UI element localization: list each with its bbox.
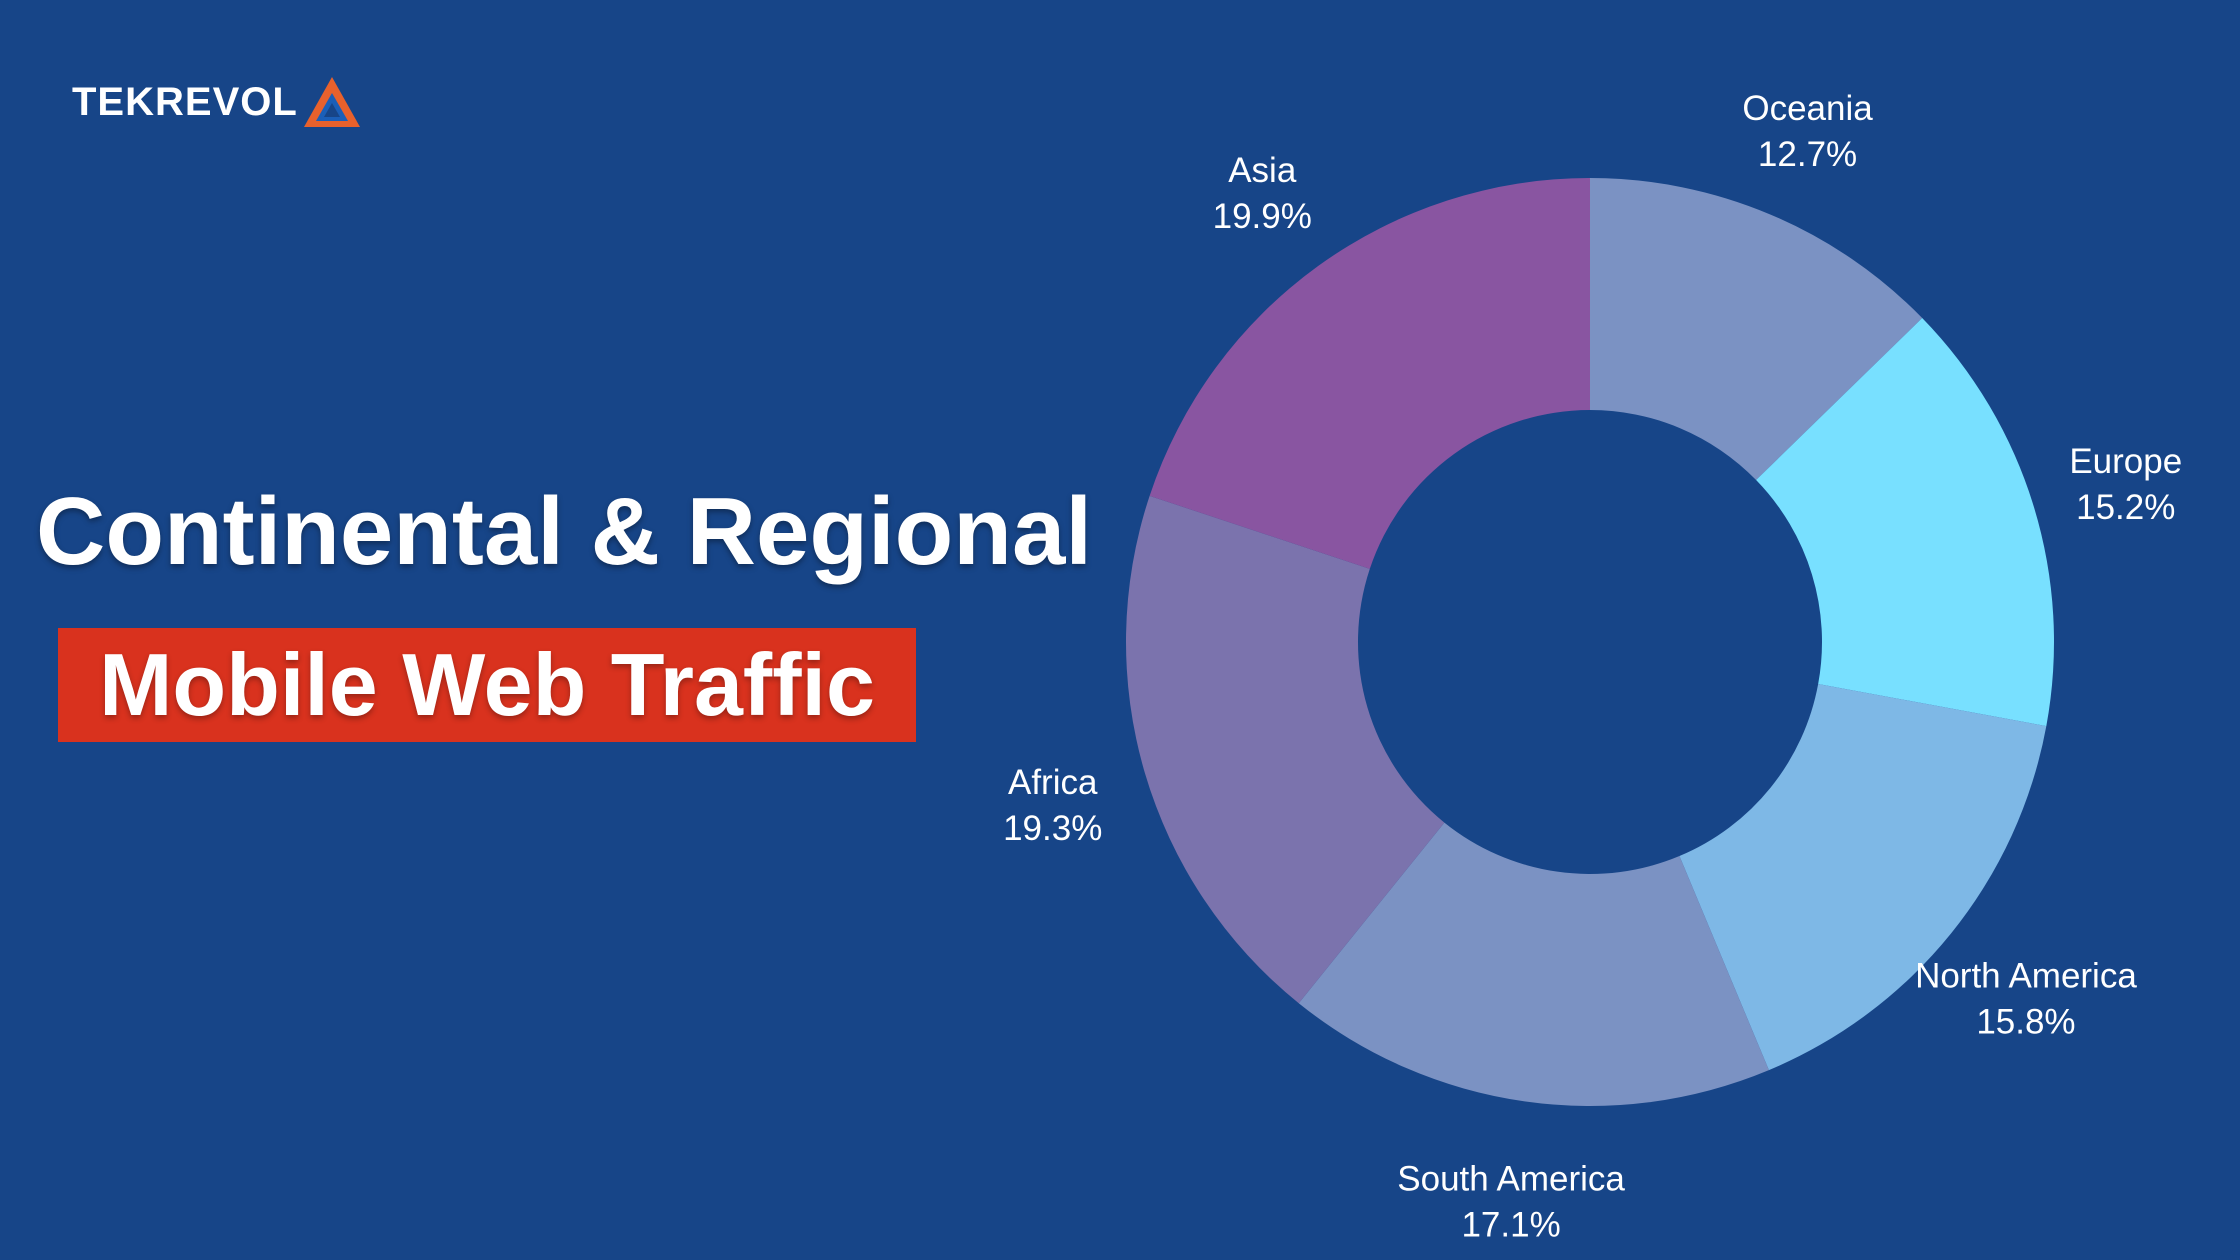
slice-asia xyxy=(1149,178,1590,569)
slice-label-name: North America xyxy=(1915,957,2137,996)
slice-oceania xyxy=(1590,178,1923,481)
slice-label-value: 15.2% xyxy=(2076,488,2175,527)
slice-label-value: 12.7% xyxy=(1758,135,1857,174)
slice-label-name: Asia xyxy=(1228,151,1297,190)
slice-label-name: South America xyxy=(1397,1159,1625,1198)
brand-logo: TEKREVOL xyxy=(72,70,362,134)
slice-europe xyxy=(1756,318,2054,727)
page-title: Continental & Regional xyxy=(36,478,1092,585)
slice-label-value: 17.1% xyxy=(1461,1205,1560,1244)
slice-north-america xyxy=(1679,684,2047,1071)
slice-label-value: 19.3% xyxy=(1003,809,1102,848)
slice-africa xyxy=(1126,495,1445,1004)
brand-name: TEKREVOL xyxy=(72,79,298,124)
slice-label-value: 15.8% xyxy=(1976,1003,2075,1042)
triangle-logo-icon xyxy=(303,77,360,127)
page-subtitle: Mobile Web Traffic xyxy=(99,635,875,734)
subtitle-highlight xyxy=(58,628,916,742)
slice-south-america xyxy=(1298,822,1769,1107)
slice-label-value: 19.9% xyxy=(1213,197,1312,236)
slice-label-name: Oceania xyxy=(1742,89,1873,128)
slice-label-name: Africa xyxy=(1008,763,1098,802)
slice-label-name: Europe xyxy=(2069,442,2182,481)
